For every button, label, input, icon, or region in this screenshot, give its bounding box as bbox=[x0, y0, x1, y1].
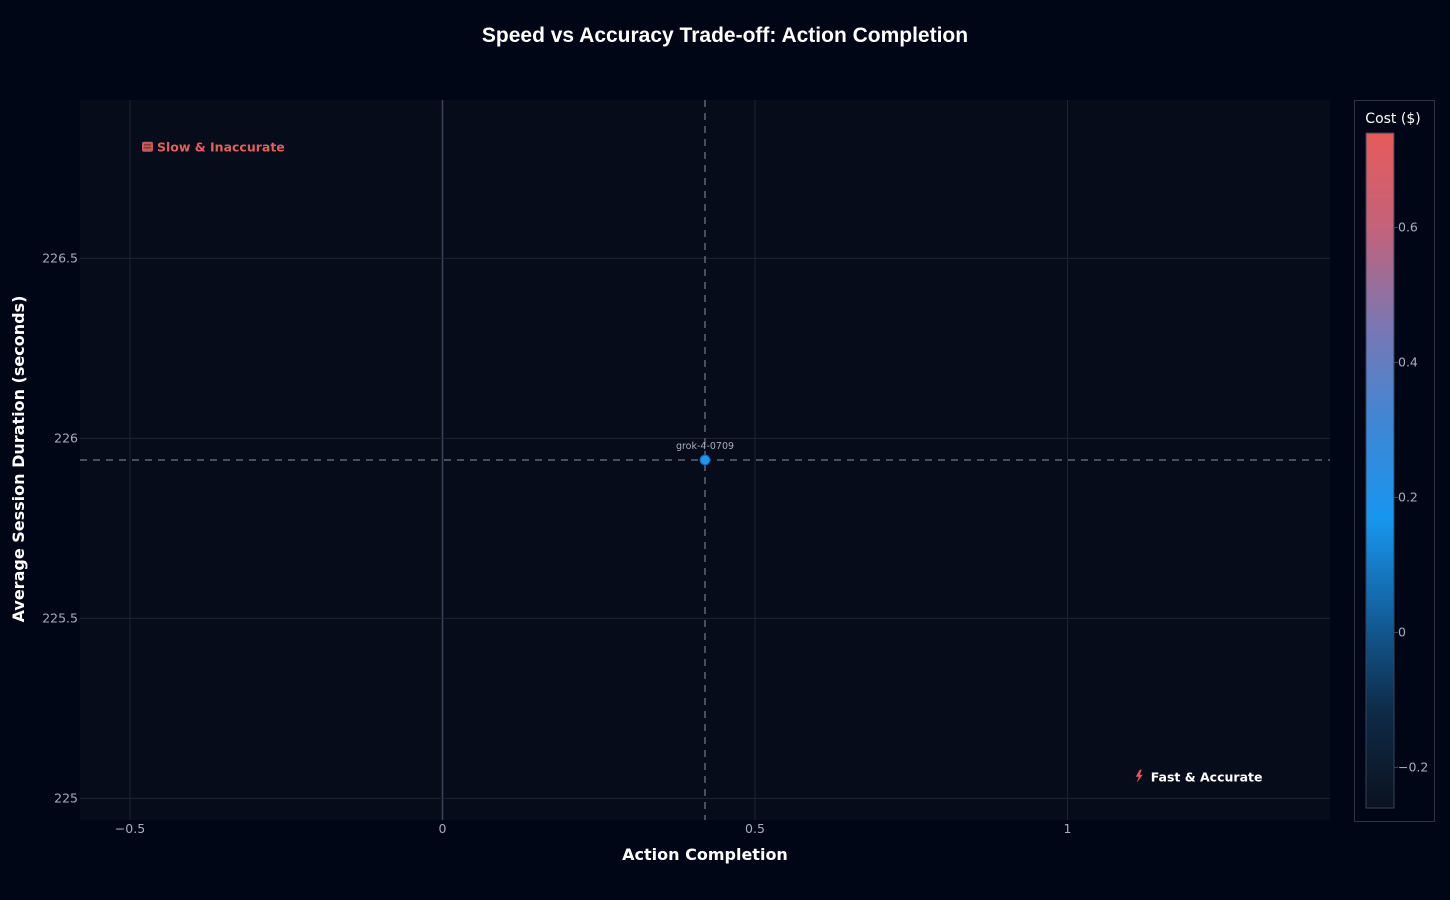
colorbar-tick-label: 0 bbox=[1398, 625, 1406, 640]
quadrant-annotation: Fast & Accurate bbox=[1135, 769, 1263, 784]
quadrant-annotation-label: Fast & Accurate bbox=[1151, 769, 1263, 784]
snail-icon-shell bbox=[144, 144, 151, 149]
y-axis-title: Average Session Duration (seconds) bbox=[9, 296, 28, 623]
data-point bbox=[699, 454, 711, 466]
colorbar-tick-label: −0.2 bbox=[1398, 760, 1428, 775]
data-point-label: grok-4-0709 bbox=[676, 441, 734, 452]
quadrant-annotation: Slow & Inaccurate bbox=[142, 139, 285, 154]
y-tick-label: 225 bbox=[54, 790, 78, 805]
colorbar-tick-label: 0.2 bbox=[1398, 490, 1418, 505]
x-tick-label: 0.5 bbox=[745, 821, 765, 836]
lightning-icon-bolt bbox=[1135, 769, 1143, 783]
snail-icon bbox=[142, 141, 153, 152]
x-tick-label: 0 bbox=[439, 821, 447, 836]
snail-icon-body bbox=[142, 141, 153, 152]
y-tick-label: 226 bbox=[54, 430, 78, 445]
chart-title: Speed vs Accuracy Trade-off: Action Comp… bbox=[482, 24, 968, 47]
colorbar-gradient bbox=[1365, 132, 1395, 809]
colorbar-frame bbox=[1354, 100, 1435, 822]
colorbar-title: Cost ($) bbox=[1365, 111, 1420, 127]
quadrant-annotation-label: Slow & Inaccurate bbox=[157, 139, 285, 154]
lightning-icon bbox=[1135, 769, 1143, 783]
y-tick-label: 225.5 bbox=[42, 610, 78, 625]
x-tick-label: −0.5 bbox=[115, 821, 145, 836]
x-tick-label: 1 bbox=[1064, 821, 1072, 836]
colorbar-tick-label: 0.6 bbox=[1398, 220, 1418, 235]
y-tick-label: 226.5 bbox=[42, 250, 78, 265]
colorbar-tick-label: 0.4 bbox=[1398, 355, 1418, 370]
x-axis-title: Action Completion bbox=[622, 845, 788, 864]
